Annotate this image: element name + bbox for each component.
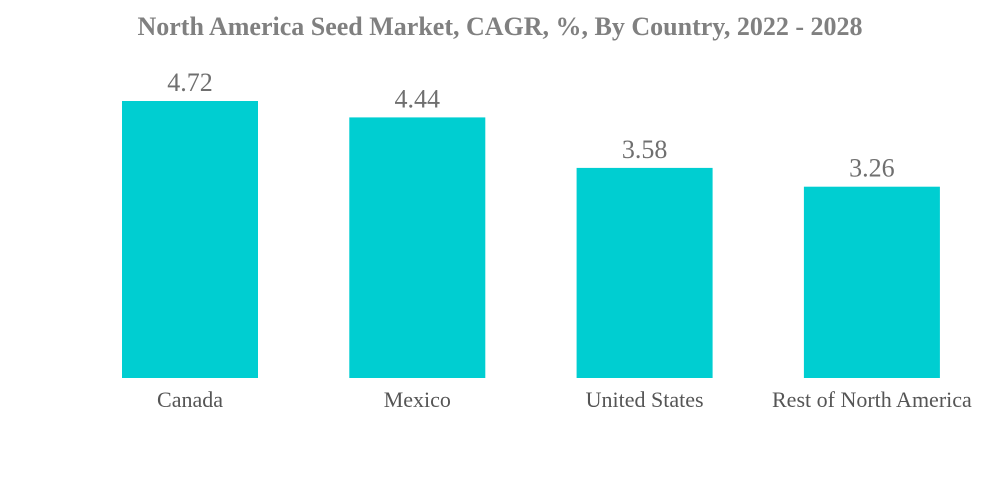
bars-layer bbox=[122, 101, 940, 379]
value-labels-layer: 4.72 4.44 3.58 3.26 bbox=[167, 68, 894, 183]
chart-title: North America Seed Market, CAGR, %, By C… bbox=[137, 12, 863, 41]
value-label-united-states: 3.58 bbox=[622, 135, 668, 164]
bar-mexico bbox=[349, 117, 486, 379]
value-label-canada: 4.72 bbox=[167, 68, 213, 97]
bar-canada bbox=[122, 101, 258, 378]
value-label-rest-of-north-america: 3.26 bbox=[849, 154, 895, 183]
bar-united-states bbox=[576, 167, 713, 378]
tick-label-united-states: United States bbox=[586, 387, 704, 412]
bar-rest-of-north-america bbox=[803, 186, 940, 378]
tick-labels-layer: Canada Mexico United States Rest of North A… bbox=[157, 387, 972, 412]
value-label-mexico: 4.44 bbox=[395, 84, 441, 113]
tick-label-mexico: Mexico bbox=[384, 387, 451, 412]
tick-label-canada: Canada bbox=[157, 387, 223, 412]
tick-label-rest-of-north-america: Rest of North America bbox=[772, 387, 972, 412]
